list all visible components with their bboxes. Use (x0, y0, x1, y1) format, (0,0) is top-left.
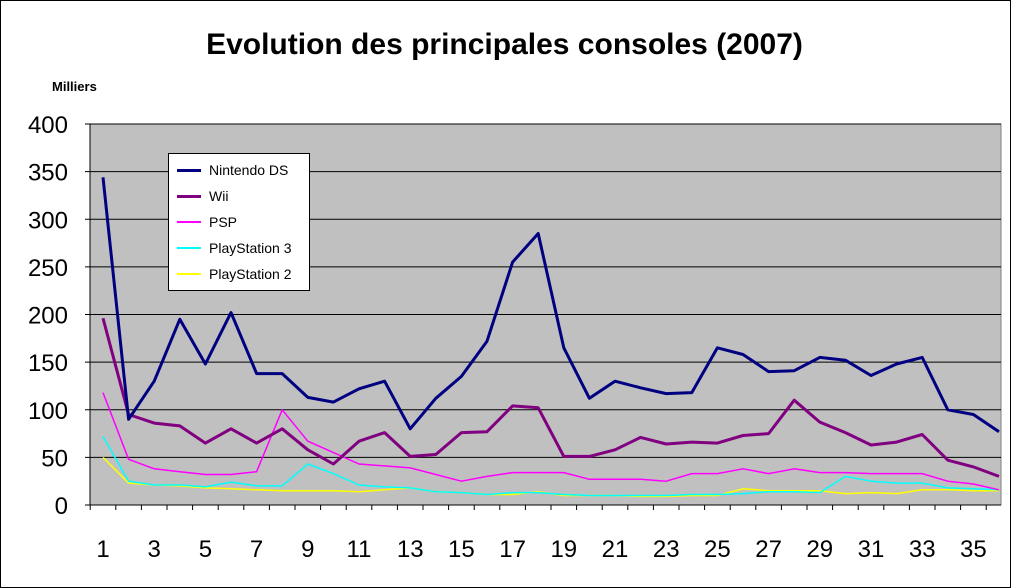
series-line-playstation-3 (102, 436, 1000, 497)
y-unit-label: Milliers (52, 79, 97, 94)
x-tick-label: 7 (250, 536, 263, 563)
legend-label: PSP (209, 214, 238, 230)
legend-label: PlayStation 3 (209, 240, 292, 256)
x-tick-label: 9 (301, 536, 314, 563)
y-tick-label: 50 (41, 445, 68, 472)
legend-item: Wii (169, 183, 309, 209)
y-tick-label: 250 (28, 255, 68, 282)
legend-item: Nintendo DS (169, 157, 309, 183)
legend-label: Wii (209, 188, 229, 204)
y-tick-label: 200 (28, 303, 68, 330)
legend-swatch (177, 221, 201, 223)
x-tick-label: 31 (858, 536, 885, 563)
x-tick-label: 35 (960, 536, 987, 563)
x-tick-label: 19 (550, 536, 577, 563)
x-tick-label: 1 (96, 536, 109, 563)
legend-swatch (177, 273, 201, 275)
y-tick-label: 300 (28, 207, 68, 234)
x-tick-label: 21 (602, 536, 629, 563)
legend-label: Nintendo DS (209, 162, 289, 178)
legend-label: PlayStation 2 (209, 266, 292, 282)
series-line-psp (102, 392, 1000, 491)
x-tick-label: 25 (704, 536, 731, 563)
y-tick-label: 350 (28, 160, 68, 187)
x-tick-label: 33 (909, 536, 936, 563)
legend-item: PlayStation 3 (169, 235, 309, 261)
x-tick-label: 23 (653, 536, 680, 563)
series-line-wii (101, 317, 1000, 478)
legend-swatch (177, 168, 201, 172)
y-tick-label: 100 (28, 398, 68, 425)
y-tick-label: 150 (28, 350, 68, 377)
x-tick-label: 27 (755, 536, 782, 563)
x-tick-label: 29 (806, 536, 833, 563)
legend-item: PSP (169, 209, 309, 235)
legend: Nintendo DS Wii PSP PlayStation 3 PlayStatio… (168, 153, 310, 291)
x-tick-label: 5 (199, 536, 212, 563)
x-tick-label: 17 (499, 536, 526, 563)
chart-title: Evolution des principales consoles (2007… (206, 28, 803, 61)
x-tick-label: 3 (148, 536, 161, 563)
x-tick-label: 11 (347, 536, 372, 563)
legend-swatch (177, 247, 201, 249)
series-line-nintendo-ds (101, 177, 1000, 433)
x-tick-label: 15 (448, 536, 475, 563)
legend-swatch (177, 194, 201, 198)
legend-item: PlayStation 2 (169, 261, 309, 287)
y-tick-label: 0 (55, 493, 68, 520)
x-tick-label: 13 (397, 536, 424, 563)
y-tick-label: 400 (28, 112, 68, 139)
